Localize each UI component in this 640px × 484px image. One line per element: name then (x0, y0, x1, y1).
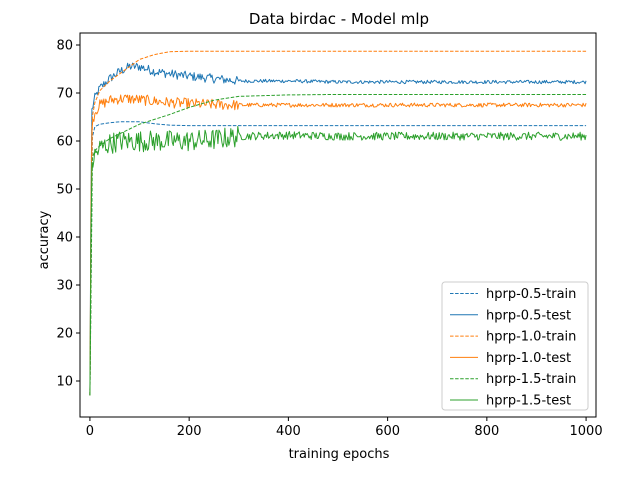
x-tick-label: 600 (375, 424, 400, 439)
ticks-layer: 0 200 400 600 800 1000 10 20 30 40 50 60 70 80 (56, 39, 602, 440)
series-layer (89, 50, 587, 396)
y-tick-label: 10 (56, 375, 73, 390)
chart-title: Data birdac - Model mlp (249, 10, 429, 28)
legend-label: hprp-0.5-train (486, 287, 576, 302)
legend-box (441, 281, 589, 411)
x-tick-label: 0 (86, 424, 94, 439)
x-tick-label: 1000 (570, 424, 603, 439)
legend-label: hprp-1.0-test (486, 351, 571, 366)
y-tick-label: 60 (56, 135, 73, 150)
series-line-hprp-1.0-train (89, 50, 587, 396)
series-line-hprp-1.5-train (89, 93, 587, 396)
legend: hprp-0.5-train hprp-0.5-test hprp-1.0-trai… (441, 281, 589, 411)
y-tick-label: 50 (56, 183, 73, 198)
y-tick-label: 20 (56, 327, 73, 342)
series-line-hprp-0.5-test (89, 62, 587, 396)
series-line-hprp-1.0-test (89, 94, 587, 396)
y-axis-label: accuracy (37, 210, 52, 269)
plot-frame (79, 32, 597, 418)
series-line-hprp-1.5-test (89, 125, 587, 396)
legend-label: hprp-1.0-train (486, 330, 576, 345)
legend-label: hprp-1.5-test (486, 394, 571, 409)
x-axis-label: training epochs (289, 447, 390, 462)
y-tick-label: 30 (56, 279, 73, 294)
y-tick-label: 70 (56, 87, 73, 102)
y-tick-label: 80 (56, 39, 73, 54)
y-tick-label: 40 (56, 231, 73, 246)
x-tick-label: 800 (474, 424, 499, 439)
series-line-hprp-0.5-train (89, 121, 587, 396)
legend-label: hprp-0.5-test (486, 308, 571, 323)
x-tick-label: 200 (177, 424, 202, 439)
legend-label: hprp-1.5-train (486, 372, 576, 387)
x-tick-label: 400 (276, 424, 301, 439)
